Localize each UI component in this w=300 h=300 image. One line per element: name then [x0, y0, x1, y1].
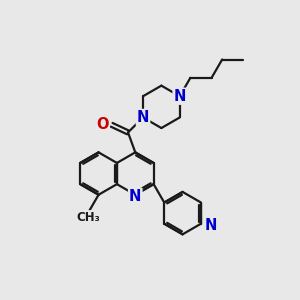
Text: N: N [173, 89, 186, 104]
Text: O: O [96, 117, 109, 132]
Text: N: N [205, 218, 217, 233]
Text: CH₃: CH₃ [76, 211, 100, 224]
Text: N: N [137, 110, 149, 125]
Text: N: N [129, 189, 142, 204]
